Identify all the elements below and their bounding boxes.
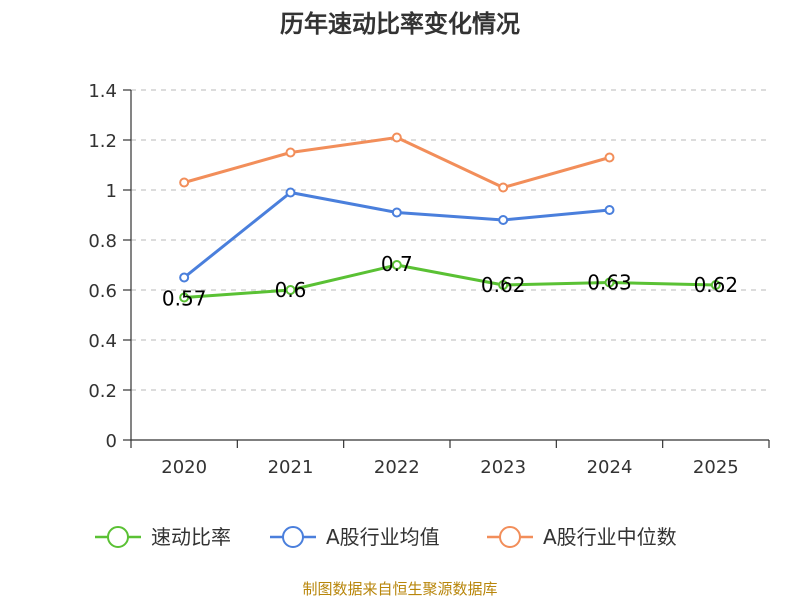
point-quick_ratio-2024[interactable] — [604, 277, 615, 288]
point-quick_ratio-2022[interactable] — [391, 260, 402, 270]
legend-marker-industry_median — [499, 526, 521, 548]
y-tick-label: 1.4 — [88, 81, 117, 102]
data-label-2025: 0.62 — [694, 273, 739, 297]
axes: 0 0.2 0.4 0.6 0.8 1 1.2 1.4 2020 2021 2022 2023 2024… — [88, 81, 770, 478]
y-tick-label: 0 — [106, 431, 117, 452]
legend-marker-quick_ratio — [107, 526, 129, 548]
point-industry_median-2022[interactable] — [391, 132, 402, 143]
point-industry_median-2020[interactable] — [179, 177, 190, 188]
point-quick_ratio-2025[interactable] — [710, 280, 721, 290]
legend-item-quick_ratio[interactable]: 速动比率 — [95, 525, 231, 549]
data-label-2024: 0.63 — [587, 271, 632, 295]
y-tick-label: 0.8 — [88, 231, 117, 252]
legend-label-industry_avg: A股行业均值 — [326, 525, 440, 549]
point-industry_avg-2021[interactable] — [285, 187, 296, 198]
x-tick-label: 2021 — [268, 457, 314, 478]
legend-label-industry_median: A股行业中位数 — [543, 525, 677, 549]
point-industry_avg-2023[interactable] — [498, 215, 509, 225]
data-label-2023: 0.62 — [481, 273, 526, 297]
point-industry_avg-2024[interactable] — [604, 205, 615, 215]
y-tick-label: 1 — [106, 181, 117, 202]
legend[interactable]: 速动比率 A股行业均值 A股行业中位数 — [95, 525, 677, 549]
y-tick-label: 1.2 — [88, 131, 117, 152]
data-label-2020: 0.57 — [162, 287, 207, 311]
x-tick-label: 2025 — [693, 457, 739, 478]
point-quick_ratio-2023[interactable] — [498, 280, 509, 290]
legend-marker-industry_avg — [282, 526, 304, 548]
data-labels: 0.57 0.6 0.7 0.62 0.63 0.62 — [162, 252, 738, 311]
data-label-2022: 0.7 — [381, 252, 413, 276]
point-quick_ratio-2020[interactable] — [179, 292, 190, 303]
point-industry_median-2021[interactable] — [285, 147, 296, 158]
point-industry_avg-2020[interactable] — [179, 272, 190, 283]
x-tick-label: 2024 — [587, 457, 633, 478]
chart-title: 历年速动比率变化情况 — [280, 10, 520, 38]
point-industry_avg-2022[interactable] — [391, 207, 402, 218]
legend-label-quick_ratio: 速动比率 — [151, 525, 231, 549]
point-industry_median-2024[interactable] — [604, 152, 615, 163]
series-line-industry_median — [183, 136, 610, 189]
y-tick-label: 0.2 — [88, 381, 117, 402]
point-quick_ratio-2021[interactable] — [285, 285, 296, 295]
source-note: 制图数据来自恒生聚源数据库 — [302, 580, 498, 598]
y-tick-label: 0.6 — [88, 281, 117, 302]
grid-lines — [131, 89, 769, 391]
legend-item-industry_avg[interactable]: A股行业均值 — [270, 525, 440, 549]
series-layer — [179, 132, 721, 303]
legend-item-industry_median[interactable]: A股行业中位数 — [487, 525, 677, 549]
series-line-quick_ratio — [184, 263, 716, 299]
x-tick-label: 2020 — [161, 457, 207, 478]
y-tick-label: 0.4 — [88, 331, 117, 352]
x-tick-label: 2023 — [480, 457, 526, 478]
point-industry_median-2023[interactable] — [498, 182, 509, 193]
data-label-2021: 0.6 — [275, 278, 307, 302]
x-tick-label: 2022 — [374, 457, 420, 478]
